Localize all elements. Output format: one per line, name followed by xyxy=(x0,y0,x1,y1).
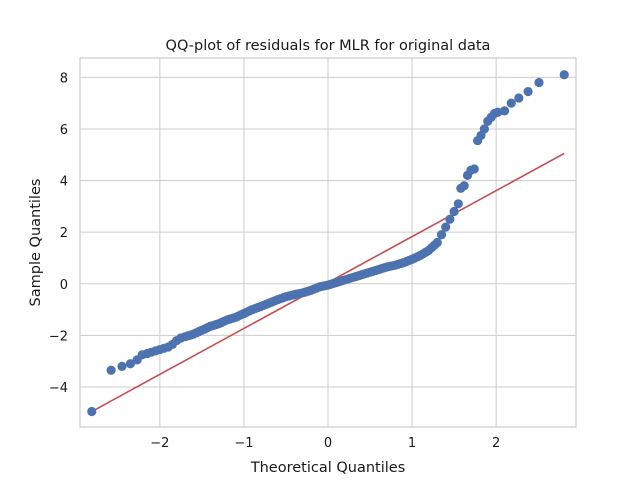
y-tick-label: 8 xyxy=(60,71,68,86)
x-tick-label: 2 xyxy=(492,436,500,451)
data-points-layer xyxy=(87,70,569,417)
grid-layer xyxy=(80,58,576,427)
y-axis-label: Sample Quantiles xyxy=(28,179,44,307)
y-tick-label: −2 xyxy=(49,329,68,344)
data-point xyxy=(459,181,469,191)
y-tick-label: 0 xyxy=(60,278,68,293)
tick-labels-layer: −2 −1 0 1 2 −4 −2 0 2 4 6 8 xyxy=(49,71,500,451)
data-point xyxy=(87,406,97,417)
data-point xyxy=(534,77,544,88)
y-tick-label: 2 xyxy=(60,226,68,241)
data-point xyxy=(125,359,136,369)
data-point xyxy=(499,106,510,116)
x-tick-label: −1 xyxy=(234,436,253,451)
y-tick-label: −4 xyxy=(49,381,68,396)
data-point xyxy=(469,164,479,174)
data-point xyxy=(432,237,442,248)
data-point xyxy=(441,222,451,232)
data-point xyxy=(445,214,455,224)
data-point xyxy=(514,93,524,103)
data-point xyxy=(449,206,459,217)
y-tick-label: 4 xyxy=(60,175,68,190)
data-point xyxy=(106,365,116,375)
x-axis-label: Theoretical Quantiles xyxy=(250,460,406,476)
data-point xyxy=(436,230,447,240)
data-point xyxy=(506,98,516,108)
x-tick-label: 0 xyxy=(324,436,332,451)
y-tick-label: 6 xyxy=(60,123,68,138)
data-point xyxy=(559,70,569,80)
x-tick-label: 1 xyxy=(408,436,416,451)
x-tick-label: −2 xyxy=(150,436,169,451)
data-point xyxy=(479,124,489,134)
chart-title: QQ-plot of residuals for MLR for origina… xyxy=(166,38,491,54)
data-point xyxy=(523,86,533,97)
data-point xyxy=(117,361,127,371)
data-point xyxy=(453,199,463,209)
